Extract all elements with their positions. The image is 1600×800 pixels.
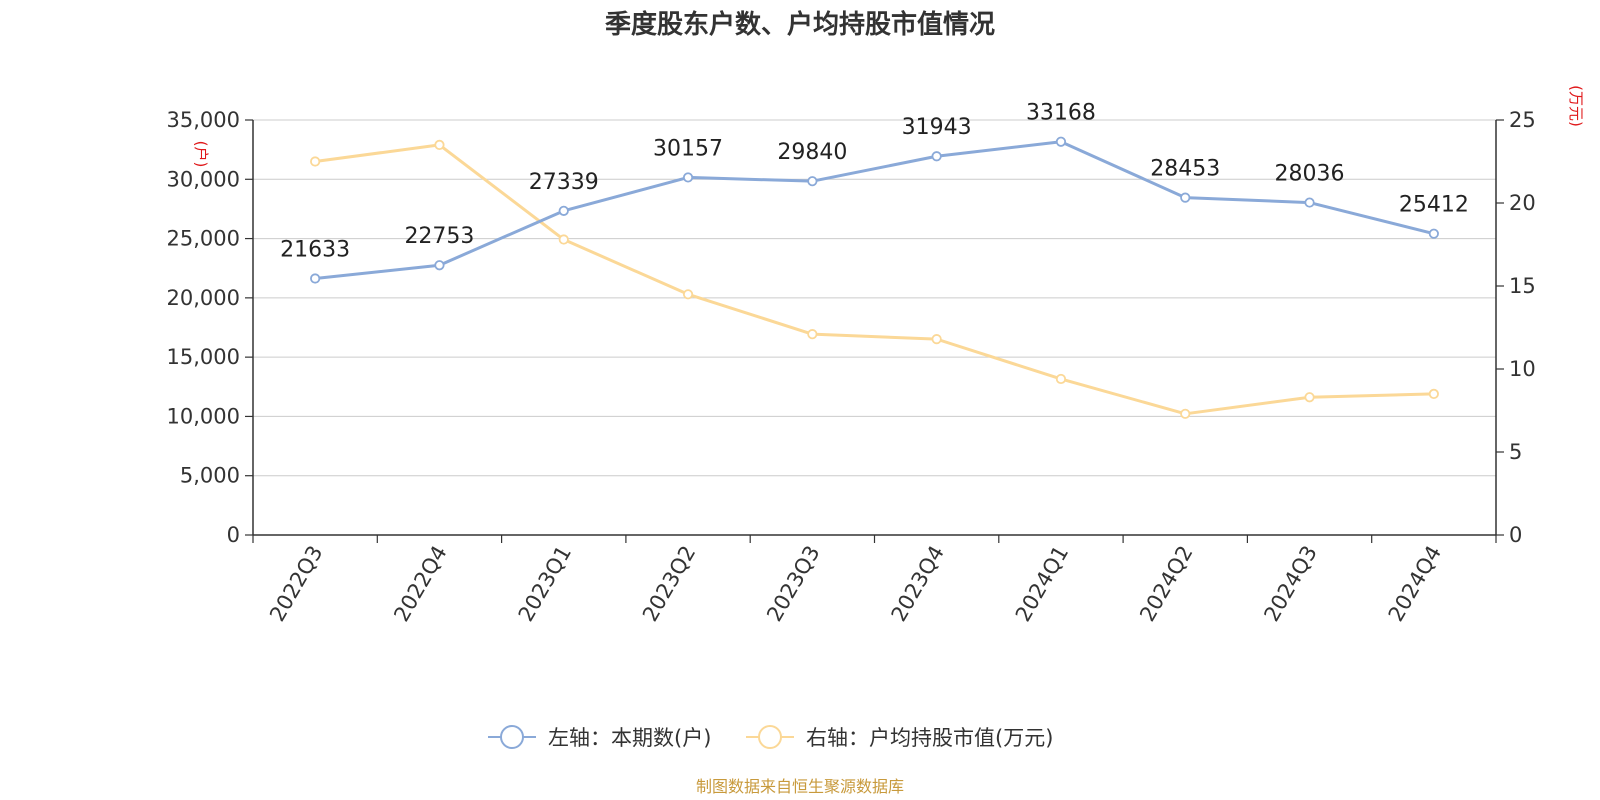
x-tick-label: 2024Q3 [1259,542,1321,626]
left-tick-label: 10,000 [167,404,240,428]
x-tick-label: 2022Q4 [389,542,451,626]
data-point-right [434,139,445,150]
data-label: 31943 [902,115,972,140]
chart-title: 季度股东户数、户均持股市值情况 [605,9,995,40]
data-label: 29840 [777,140,847,165]
data-point-right [682,289,694,300]
legend: 左轴：本期数(户) 右轴：户均持股市值(万元) [488,725,1053,750]
legend-label: 右轴：户均持股市值(万元) [806,726,1053,750]
source-note: 制图数据来自恒生聚源数据库 [696,777,904,796]
left-tick-label: 15,000 [167,345,240,369]
data-point-left [682,172,694,183]
left-tick-label: 0 [227,523,240,547]
right-axis-unit: (万元) [1567,85,1585,127]
data-point-right [1304,392,1315,403]
data-point-left [310,273,321,284]
data-point-left [1180,192,1191,203]
data-point-left [434,260,445,271]
data-label: 22753 [404,224,474,249]
x-tick-label: 2024Q1 [1011,542,1073,626]
data-point-left [931,151,942,162]
data-point-right [310,156,321,167]
left-tick-label: 35,000 [167,108,240,132]
grid-lines [253,119,1496,477]
data-point-left [558,205,569,216]
data-point-right [1055,373,1067,385]
right-tick-label: 25 [1509,108,1536,132]
x-axis-ticks: 2022Q3 2022Q4 2023Q1 2023Q2 2023Q3 2023Q4 2024… [252,535,1497,626]
left-tick-label: 5,000 [180,464,240,488]
legend-swatch-circle [758,725,782,749]
right-tick-label: 10 [1509,357,1536,381]
x-tick-label: 2023Q3 [762,542,824,626]
left-axis-ticks: 0 5,000 10,000 15,000 20,000 25,000 30,000 35,0… [167,108,253,547]
left-tick-label: 30,000 [167,167,240,191]
series-line-left [314,140,1435,280]
data-label: 28453 [1150,157,1220,182]
data-point-right [807,329,818,340]
x-tick-label: 2023Q4 [887,542,949,626]
left-axis-unit: (户) [192,141,210,168]
x-tick-label: 2023Q2 [638,542,700,626]
right-tick-label: 15 [1509,274,1536,298]
data-label: 25412 [1399,193,1469,218]
data-point-right [558,234,569,245]
series-line-right [314,143,1434,416]
data-label: 28036 [1275,162,1345,187]
data-point-left [1304,197,1315,208]
left-tick-label: 25,000 [167,227,240,251]
right-tick-label: 5 [1509,440,1522,464]
data-point-left [1055,136,1067,147]
data-label: 30157 [653,136,723,161]
data-label: 21633 [280,237,350,262]
series-layer: 21633 22753 27339 30157 29840 31943 33168 28453… [280,101,1469,419]
data-point-right [1428,388,1439,399]
left-tick-label: 20,000 [167,286,240,310]
right-axis-ticks: 0 5 10 15 20 25 [1496,108,1536,547]
right-tick-label: 0 [1509,523,1522,547]
x-tick-label: 2023Q1 [514,542,576,626]
x-tick-label: 2022Q3 [265,542,327,626]
legend-swatch-circle [500,725,524,749]
x-tick-label: 2024Q2 [1135,542,1197,626]
data-point-left [1428,228,1439,239]
x-tick-label: 2024Q4 [1384,542,1446,626]
data-label: 33168 [1026,101,1096,126]
data-point-right [1180,408,1191,419]
right-tick-label: 20 [1509,191,1536,215]
data-point-left [807,176,818,187]
legend-label: 左轴：本期数(户) [548,726,711,750]
data-point-right [931,334,942,345]
data-label: 27339 [529,170,599,195]
